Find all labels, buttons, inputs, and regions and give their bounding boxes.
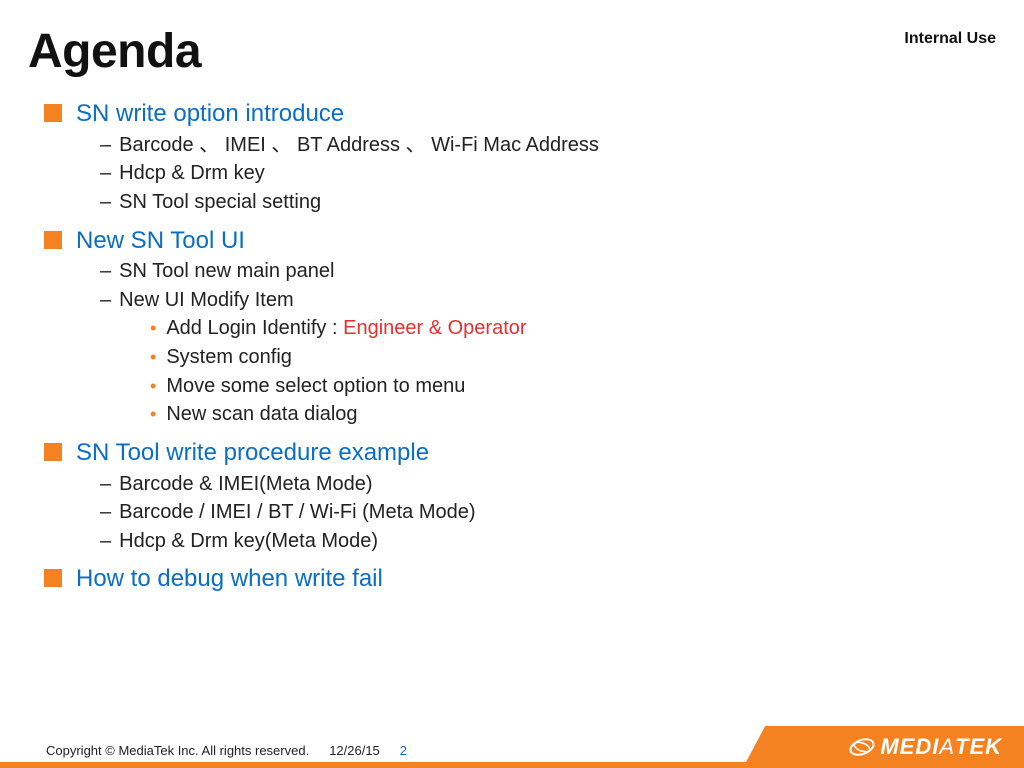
logo-swoosh-icon <box>848 737 876 757</box>
bullet-text: Move some select option to menu <box>166 374 465 400</box>
section-heading: SN Tool write procedure example <box>44 438 996 469</box>
section-heading: New SN Tool UI <box>44 226 996 257</box>
square-bullet-icon <box>44 443 62 461</box>
sub-item: –New UI Modify Item <box>44 288 996 314</box>
sub-text: SN Tool special setting <box>119 190 321 216</box>
dot-icon: • <box>150 345 156 370</box>
section-title: SN Tool write procedure example <box>76 438 429 469</box>
section-heading: SN write option introduce <box>44 99 996 130</box>
sub-text: Barcode 、 IMEI 、 BT Address 、 Wi-Fi Mac … <box>119 133 599 159</box>
section-heading: How to debug when write fail <box>44 564 996 595</box>
bullet-item: • New scan data dialog <box>44 402 996 428</box>
dash-icon: – <box>100 161 111 187</box>
footer-left: Copyright © MediaTek Inc. All rights res… <box>0 743 407 758</box>
dot-icon: • <box>150 316 156 341</box>
sub-text: Barcode & IMEI(Meta Mode) <box>119 472 372 498</box>
copyright-text: Copyright © MediaTek Inc. All rights res… <box>46 743 309 758</box>
sub-text: SN Tool new main panel <box>119 259 334 285</box>
bullet-text: New scan data dialog <box>166 402 357 428</box>
section-title: How to debug when write fail <box>76 564 383 595</box>
section-title: SN write option introduce <box>76 99 344 130</box>
sub-text: New UI Modify Item <box>119 288 293 314</box>
bullet-item: • Add Login Identify : Engineer & Operato… <box>44 316 996 342</box>
dash-icon: – <box>100 190 111 216</box>
page-number: 2 <box>400 743 407 758</box>
dash-icon: – <box>100 133 111 159</box>
bullet-item: • System config <box>44 345 996 371</box>
sub-item: –SN Tool new main panel <box>44 259 996 285</box>
dash-icon: – <box>100 259 111 285</box>
footer: Copyright © MediaTek Inc. All rights res… <box>0 732 1024 768</box>
square-bullet-icon <box>44 104 62 122</box>
sub-item: –Barcode 、 IMEI 、 BT Address 、 Wi-Fi Mac… <box>44 133 996 159</box>
slide-container: Agenda Internal Use SN write option intr… <box>0 0 1024 768</box>
dot-icon: • <box>150 402 156 427</box>
dash-icon: – <box>100 529 111 555</box>
square-bullet-icon <box>44 231 62 249</box>
mediatek-logo: MEDIATEK <box>848 734 1002 760</box>
content-body: SN write option introduce –Barcode 、 IME… <box>28 79 996 595</box>
classification-label: Internal Use <box>904 24 996 48</box>
square-bullet-icon <box>44 569 62 587</box>
sub-item: –Barcode / IMEI / BT / Wi-Fi (Meta Mode) <box>44 500 996 526</box>
bullet-text: System config <box>166 345 292 371</box>
sub-text: Barcode / IMEI / BT / Wi-Fi (Meta Mode) <box>119 500 475 526</box>
page-title: Agenda <box>28 24 201 79</box>
sub-item: –Hdcp & Drm key <box>44 161 996 187</box>
sub-item: –Hdcp & Drm key(Meta Mode) <box>44 529 996 555</box>
dash-icon: – <box>100 500 111 526</box>
logo-wrap: MEDIATEK <box>764 726 1024 768</box>
sub-text: Hdcp & Drm key <box>119 161 265 187</box>
section-title: New SN Tool UI <box>76 226 245 257</box>
bullet-text: Add Login Identify : Engineer & Operator <box>166 316 526 342</box>
sub-item: –Barcode & IMEI(Meta Mode) <box>44 472 996 498</box>
sub-item: –SN Tool special setting <box>44 190 996 216</box>
sub-text: Hdcp & Drm key(Meta Mode) <box>119 529 378 555</box>
bullet-item: • Move some select option to menu <box>44 374 996 400</box>
highlight-text: Engineer & Operator <box>343 317 526 339</box>
dash-icon: – <box>100 288 111 314</box>
dot-icon: • <box>150 374 156 399</box>
footer-date: 12/26/15 <box>329 743 380 758</box>
header-row: Agenda Internal Use <box>28 24 996 79</box>
dash-icon: – <box>100 472 111 498</box>
